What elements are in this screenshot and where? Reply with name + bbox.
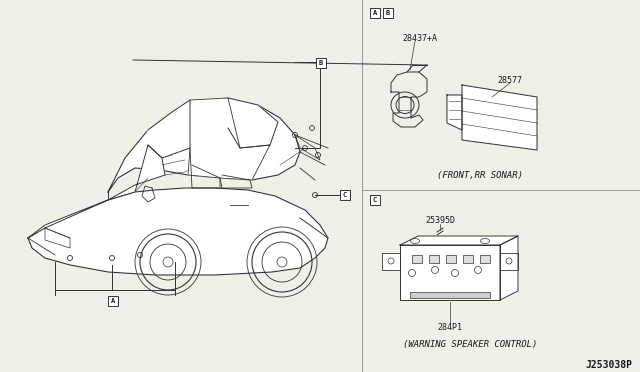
Polygon shape bbox=[148, 100, 190, 158]
Bar bbox=[410, 292, 490, 298]
Polygon shape bbox=[500, 253, 518, 270]
Text: C: C bbox=[343, 192, 347, 198]
Text: J253038P: J253038P bbox=[585, 360, 632, 370]
Bar bbox=[383, 8, 393, 18]
Text: A: A bbox=[373, 10, 377, 16]
Text: A: A bbox=[111, 298, 115, 304]
Polygon shape bbox=[28, 145, 165, 238]
Bar bbox=[340, 190, 350, 200]
Text: (WARNING SPEAKER CONTROL): (WARNING SPEAKER CONTROL) bbox=[403, 340, 537, 350]
Bar bbox=[370, 195, 380, 205]
Bar bbox=[108, 296, 118, 306]
Text: B: B bbox=[319, 60, 323, 66]
Text: 25395D: 25395D bbox=[425, 215, 455, 224]
Text: B: B bbox=[386, 10, 390, 16]
Bar bbox=[412, 255, 422, 263]
Text: C: C bbox=[373, 197, 377, 203]
Bar bbox=[429, 255, 439, 263]
Polygon shape bbox=[447, 95, 462, 130]
Text: 28437+A: 28437+A bbox=[403, 33, 438, 42]
Polygon shape bbox=[108, 98, 300, 192]
Polygon shape bbox=[228, 98, 278, 148]
Polygon shape bbox=[400, 245, 500, 300]
Text: 284P1: 284P1 bbox=[438, 324, 463, 333]
Polygon shape bbox=[28, 188, 328, 275]
Polygon shape bbox=[500, 236, 518, 300]
Bar bbox=[370, 8, 380, 18]
Text: (FRONT,RR SONAR): (FRONT,RR SONAR) bbox=[437, 170, 523, 180]
Polygon shape bbox=[462, 85, 537, 150]
Bar bbox=[446, 255, 456, 263]
Bar bbox=[480, 255, 490, 263]
Bar bbox=[463, 255, 473, 263]
Text: 28577: 28577 bbox=[497, 76, 522, 84]
Polygon shape bbox=[382, 253, 400, 270]
Bar bbox=[316, 58, 326, 68]
Polygon shape bbox=[400, 236, 518, 245]
Polygon shape bbox=[188, 98, 270, 180]
